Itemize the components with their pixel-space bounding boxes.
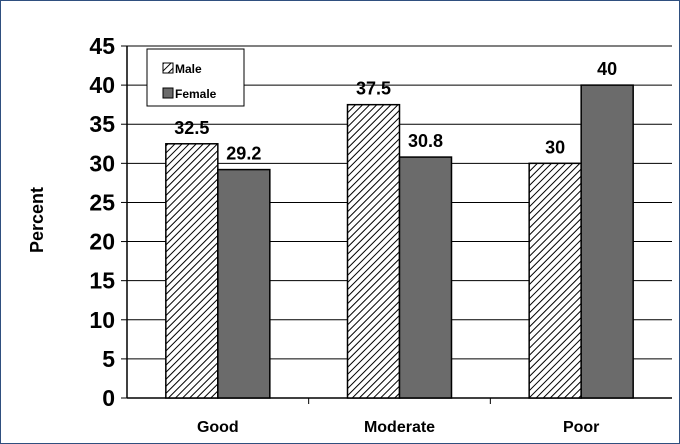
x-tick-label: Poor — [563, 419, 599, 436]
legend-label-female: Female — [175, 87, 217, 101]
x-tick-label: Moderate — [364, 419, 435, 436]
data-label: 40 — [597, 59, 617, 79]
data-label: 32.5 — [174, 118, 209, 138]
bar-male-moderate — [346, 103, 401, 399]
legend: Male Female — [146, 48, 245, 107]
data-label: 30.8 — [408, 131, 443, 151]
bar-female-moderate — [398, 156, 453, 399]
bar-male-good — [165, 143, 219, 399]
y-tick-label: 10 — [89, 307, 115, 333]
legend-swatch-female — [162, 87, 174, 99]
data-label: 37.5 — [356, 79, 391, 99]
legend-label-male: Male — [175, 62, 202, 76]
legend-swatch-male — [162, 62, 174, 74]
y-tick-label: 25 — [89, 189, 115, 215]
data-label: 30 — [545, 137, 565, 157]
y-tick-label: 15 — [89, 268, 115, 294]
y-tick-label: 45 — [89, 33, 115, 59]
bar-male-poor — [528, 162, 582, 399]
y-tick-label: 5 — [102, 346, 115, 372]
y-axis-label: Percent — [27, 187, 47, 253]
y-tick-label: 35 — [89, 111, 115, 137]
bar-female-poor — [580, 84, 634, 399]
bar-female-good — [217, 168, 271, 399]
y-tick-label: 20 — [89, 229, 115, 255]
y-tick-label: 0 — [102, 385, 115, 411]
y-tick-label: 40 — [89, 72, 115, 98]
data-label: 29.2 — [226, 144, 261, 164]
y-tick-label: 30 — [89, 150, 115, 176]
x-tick-label: Good — [197, 419, 239, 436]
